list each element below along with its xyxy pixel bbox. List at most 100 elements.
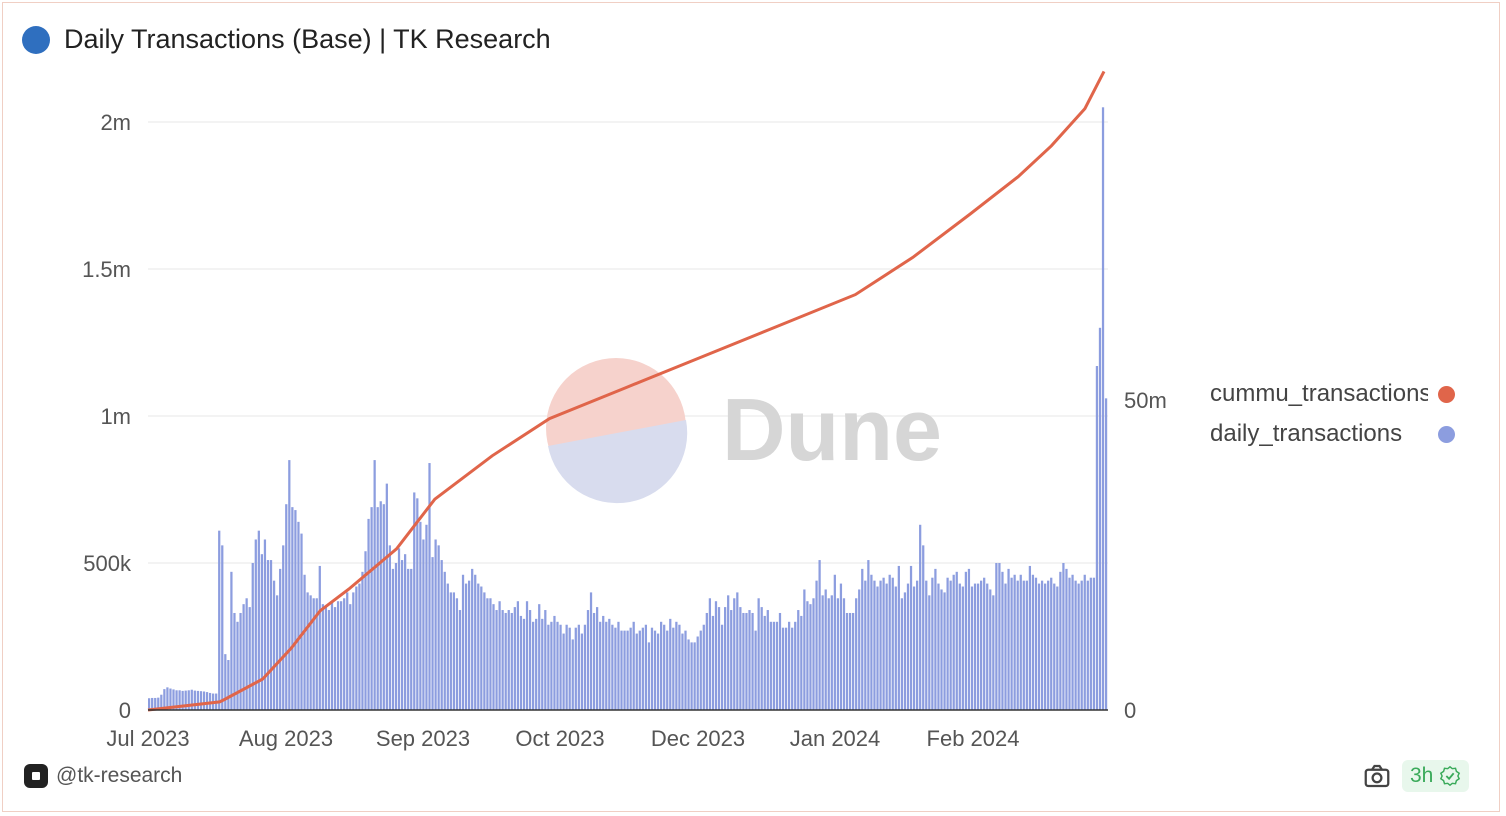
daily-bar[interactable] [888,574,891,710]
daily-bar[interactable] [803,589,806,710]
daily-bar[interactable] [976,583,980,710]
daily-bar[interactable] [544,610,547,710]
daily-bar[interactable] [1028,565,1032,710]
daily-bar[interactable] [416,498,419,710]
daily-bar[interactable] [766,610,769,710]
daily-bar[interactable] [937,583,940,710]
author-handle[interactable]: @tk-research [56,764,183,787]
daily-bar[interactable] [547,624,550,710]
daily-bar[interactable] [306,592,309,710]
daily-bar[interactable] [154,697,157,710]
daily-bar[interactable] [891,577,894,710]
daily-bar[interactable] [532,621,535,710]
daily-bar[interactable] [992,595,995,710]
daily-bar[interactable] [330,601,334,710]
daily-bar[interactable] [169,688,172,710]
daily-bar[interactable] [852,612,855,710]
daily-bar[interactable] [967,568,971,710]
daily-bar[interactable] [562,633,565,710]
daily-bar[interactable] [492,604,495,710]
daily-bar[interactable] [693,642,696,710]
daily-bar[interactable] [190,689,193,710]
daily-bar[interactable] [711,615,715,710]
daily-bar[interactable] [148,698,151,710]
daily-bar[interactable] [309,595,312,710]
daily-bar[interactable] [413,492,416,710]
daily-bar[interactable] [638,630,641,710]
daily-bar[interactable] [1037,583,1041,710]
daily-bar[interactable] [428,463,431,710]
daily-bar[interactable] [952,574,955,710]
daily-bar[interactable] [751,612,754,710]
daily-bar[interactable] [221,545,224,710]
daily-bar[interactable] [474,574,477,710]
daily-bar[interactable] [318,565,321,710]
daily-bar[interactable] [1053,583,1056,710]
daily-bar[interactable] [983,577,986,710]
daily-bar[interactable] [815,580,818,710]
daily-bar[interactable] [1077,583,1080,710]
daily-bar[interactable] [864,580,867,710]
daily-bar[interactable] [675,621,678,710]
daily-bar[interactable] [373,460,376,710]
daily-bar[interactable] [647,642,651,710]
daily-bar[interactable] [257,530,260,710]
daily-bar[interactable] [1010,577,1013,710]
legend-item-cumulative[interactable]: cummu_transactions [1210,374,1455,414]
daily-bar[interactable] [778,612,782,710]
daily-bar[interactable] [538,604,541,710]
daily-bar[interactable] [477,583,480,710]
daily-bar[interactable] [379,501,382,710]
daily-bar[interactable] [260,554,264,710]
daily-bar[interactable] [434,539,437,710]
daily-bar[interactable] [973,583,977,710]
daily-bar[interactable] [525,601,529,710]
daily-bar[interactable] [660,621,663,710]
daily-bar[interactable] [239,612,242,710]
daily-bar[interactable] [842,598,846,710]
daily-bar[interactable] [367,518,370,710]
daily-bar[interactable] [489,598,492,710]
daily-bar[interactable] [397,548,401,710]
daily-bar[interactable] [1050,577,1053,710]
daily-bar[interactable] [352,592,355,710]
daily-bar[interactable] [370,507,373,710]
daily-bar[interactable] [175,690,178,710]
daily-bar[interactable] [870,574,873,710]
daily-bar[interactable] [1086,580,1089,710]
daily-bar[interactable] [885,583,888,710]
daily-bar[interactable] [1047,580,1050,710]
daily-bar[interactable] [696,636,699,711]
daily-bar[interactable] [178,690,181,710]
daily-bar[interactable] [784,627,788,710]
daily-bar[interactable] [522,618,526,710]
daily-bar[interactable] [160,694,163,710]
daily-bar[interactable] [407,568,410,710]
daily-bar[interactable] [980,580,983,710]
daily-bar[interactable] [391,568,395,710]
daily-bar[interactable] [193,690,196,710]
daily-bar[interactable] [1059,571,1062,710]
daily-bar[interactable] [873,580,876,710]
daily-bar[interactable] [791,627,794,710]
daily-bar[interactable] [650,627,654,710]
daily-bar[interactable] [452,592,456,710]
daily-bar[interactable] [312,598,315,710]
daily-bar[interactable] [321,604,324,710]
daily-bar[interactable] [199,691,203,710]
daily-bar[interactable] [733,598,736,710]
daily-bar[interactable] [989,589,992,710]
daily-bar[interactable] [922,545,925,710]
daily-bar[interactable] [355,586,358,710]
daily-bar[interactable] [1101,107,1105,711]
daily-bar[interactable] [589,592,593,710]
daily-bar[interactable] [617,621,620,710]
daily-bar[interactable] [592,612,596,710]
daily-bar[interactable] [315,598,318,710]
daily-bar[interactable] [727,595,730,710]
daily-bar[interactable] [839,583,843,710]
daily-bar[interactable] [614,627,617,710]
daily-bar[interactable] [702,624,705,710]
daily-bar[interactable] [404,554,407,710]
daily-bar[interactable] [596,607,599,710]
